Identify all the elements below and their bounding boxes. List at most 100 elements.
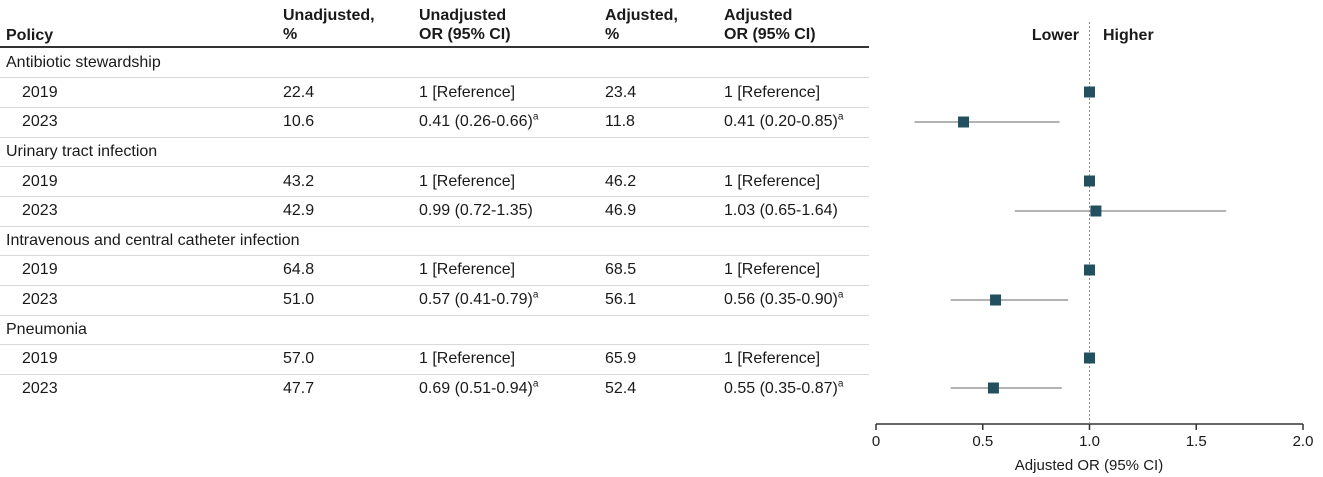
- unadjusted-pct-cell: 51.0: [283, 291, 315, 308]
- adjusted-pct-cell: 52.4: [605, 380, 637, 397]
- header-unadjusted-pct-line2: %: [283, 26, 298, 43]
- unadjusted-or-cell: 0.99 (0.72-1.35): [419, 201, 533, 221]
- year-cell: 2019: [22, 173, 58, 190]
- footnote-marker: a: [837, 111, 844, 123]
- x-tick-label: 1.0: [1079, 433, 1100, 450]
- forest-marks: 0 0.5 1.0 1.5 2.0: [872, 22, 1314, 450]
- header-unadjusted-or-line2: OR (95% CI): [419, 26, 511, 43]
- unadjusted-pct-cell: 47.7: [283, 380, 315, 397]
- adjusted-or-text: 1 [Reference]: [724, 261, 821, 278]
- header-adjusted-or: Adjusted OR (95% CI): [724, 6, 816, 44]
- unadjusted-or-cell: 1 [Reference]: [419, 260, 515, 280]
- header-adjusted-pct: Adjusted, %: [605, 6, 678, 44]
- or-marker: [1084, 175, 1095, 187]
- header-adjusted-pct-line1: Adjusted,: [605, 7, 678, 24]
- row-divider: [0, 196, 869, 197]
- header-policy: Policy: [6, 27, 54, 44]
- unadjusted-or-text: 0.57 (0.41-0.79): [419, 291, 533, 308]
- unadjusted-pct-cell: 43.2: [283, 173, 315, 190]
- adjusted-or-cell: 1.03 (0.65-1.64): [724, 201, 838, 221]
- unadjusted-or-text: 0.41 (0.26-0.66): [419, 113, 533, 130]
- or-marker: [1084, 352, 1095, 364]
- row-divider: [0, 226, 869, 227]
- row-divider: [0, 255, 869, 256]
- header-unadjusted-or-line1: Unadjusted: [419, 7, 507, 24]
- x-axis-title: Adjusted OR (95% CI): [1015, 457, 1163, 474]
- adjusted-or-text: 1.03 (0.65-1.64): [724, 202, 838, 219]
- unadjusted-or-cell: 0.57 (0.41-0.79)a: [419, 290, 538, 310]
- higher-label: Higher: [1103, 27, 1154, 44]
- x-tick-label: 1.5: [1186, 433, 1207, 450]
- group-label: Urinary tract infection: [6, 143, 158, 160]
- footnote-marker: a: [532, 111, 539, 123]
- year-cell: 2019: [22, 350, 58, 367]
- row-divider: [0, 285, 869, 286]
- adjusted-pct-cell: 11.8: [605, 113, 635, 130]
- header-unadjusted-or: Unadjusted OR (95% CI): [419, 6, 511, 44]
- adjusted-pct-cell: 46.2: [605, 173, 637, 190]
- row-divider: [0, 166, 869, 167]
- unadjusted-or-cell: 0.41 (0.26-0.66)a: [419, 112, 538, 132]
- unadjusted-or-cell: 0.69 (0.51-0.94)a: [419, 379, 538, 399]
- adjusted-or-cell: 0.55 (0.35-0.87)a: [724, 379, 843, 399]
- adjusted-pct-cell: 23.4: [605, 84, 637, 101]
- or-marker: [1084, 86, 1095, 98]
- unadjusted-or-text: 1 [Reference]: [419, 261, 516, 278]
- unadjusted-or-text: 0.99 (0.72-1.35): [419, 202, 533, 219]
- row-divider: [0, 77, 869, 78]
- unadjusted-pct-cell: 10.6: [283, 113, 315, 130]
- row-divider: [0, 107, 869, 108]
- unadjusted-or-cell: 1 [Reference]: [419, 172, 515, 192]
- header-adjusted-or-line2: OR (95% CI): [724, 26, 816, 43]
- or-marker: [1084, 264, 1095, 276]
- or-marker: [990, 294, 1002, 306]
- adjusted-pct-cell: 56.1: [605, 291, 637, 308]
- x-tick-label: 2.0: [1293, 433, 1314, 450]
- adjusted-or-cell: 1 [Reference]: [724, 172, 820, 192]
- row-divider: [0, 374, 869, 375]
- footnote-marker: a: [837, 289, 844, 301]
- unadjusted-or-cell: 1 [Reference]: [419, 349, 515, 369]
- unadjusted-pct-cell: 64.8: [283, 261, 315, 278]
- year-cell: 2023: [22, 113, 58, 130]
- year-cell: 2023: [22, 291, 58, 308]
- adjusted-or-cell: 1 [Reference]: [724, 83, 820, 103]
- unadjusted-or-text: 1 [Reference]: [419, 84, 516, 101]
- adjusted-or-text: 1 [Reference]: [724, 350, 821, 367]
- lower-label: Lower: [1032, 27, 1079, 44]
- unadjusted-pct-cell: 22.4: [283, 84, 315, 101]
- header-adjusted-pct-line2: %: [605, 26, 620, 43]
- unadjusted-pct-cell: 57.0: [283, 350, 315, 367]
- adjusted-or-text: 0.56 (0.35-0.90): [724, 291, 838, 308]
- footnote-marker: a: [532, 378, 539, 390]
- or-marker: [1090, 205, 1102, 217]
- adjusted-or-text: 0.55 (0.35-0.87): [724, 380, 838, 397]
- unadjusted-or-cell: 1 [Reference]: [419, 83, 515, 103]
- year-cell: 2023: [22, 202, 58, 219]
- year-cell: 2019: [22, 84, 58, 101]
- header-rule: [0, 46, 869, 48]
- header-adjusted-or-line1: Adjusted: [724, 7, 793, 24]
- x-tick-label: 0.5: [972, 433, 993, 450]
- unadjusted-or-text: 0.69 (0.51-0.94): [419, 380, 533, 397]
- year-cell: 2019: [22, 261, 58, 278]
- adjusted-pct-cell: 68.5: [605, 261, 637, 278]
- adjusted-pct-cell: 46.9: [605, 202, 637, 219]
- or-marker: [958, 116, 970, 128]
- adjusted-or-text: 1 [Reference]: [724, 84, 821, 101]
- adjusted-or-text: 0.41 (0.20-0.85): [724, 113, 838, 130]
- adjusted-or-text: 1 [Reference]: [724, 173, 821, 190]
- row-divider: [0, 137, 869, 138]
- year-cell: 2023: [22, 380, 58, 397]
- adjusted-or-cell: 1 [Reference]: [724, 349, 820, 369]
- adjusted-or-cell: 1 [Reference]: [724, 260, 820, 280]
- row-divider: [0, 315, 869, 316]
- x-tick-label: 0: [872, 433, 880, 450]
- adjusted-or-cell: 0.56 (0.35-0.90)a: [724, 290, 843, 310]
- adjusted-pct-cell: 65.9: [605, 350, 637, 367]
- group-label: Pneumonia: [6, 321, 87, 338]
- header-unadjusted-pct-line1: Unadjusted,: [283, 7, 375, 24]
- adjusted-or-cell: 0.41 (0.20-0.85)a: [724, 112, 843, 132]
- unadjusted-or-text: 1 [Reference]: [419, 350, 516, 367]
